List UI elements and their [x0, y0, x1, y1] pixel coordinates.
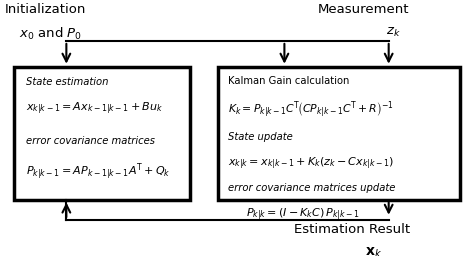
Text: Initialization: Initialization	[5, 3, 86, 16]
Text: Measurement: Measurement	[318, 3, 409, 16]
FancyBboxPatch shape	[218, 67, 460, 200]
Text: $P_{k|k-1} = AP_{k-1|k-1}A^{\mathrm{T}} + Q_k$: $P_{k|k-1} = AP_{k-1|k-1}A^{\mathrm{T}} …	[26, 161, 171, 182]
Text: $P_{k|k} = (I - K_kC)\,P_{k|k-1}$: $P_{k|k} = (I - K_kC)\,P_{k|k-1}$	[246, 206, 360, 222]
Text: error covariance matrices update: error covariance matrices update	[228, 183, 395, 193]
Text: $\mathbf{x}_k$: $\mathbf{x}_k$	[365, 246, 382, 256]
Text: Kalman Gain calculation: Kalman Gain calculation	[228, 76, 349, 86]
Text: $x_{k|k-1} = Ax_{k-1|k-1} + Bu_k$: $x_{k|k-1} = Ax_{k-1|k-1} + Bu_k$	[26, 100, 164, 115]
Text: error covariance matrices: error covariance matrices	[26, 136, 155, 146]
FancyBboxPatch shape	[14, 67, 190, 200]
Text: $z_k$: $z_k$	[386, 26, 401, 39]
Text: $K_k = P_{k|k-1}C^{\mathrm{T}}\!\left(C P_{k|k-1}C^{\mathrm{T}} + R\right)^{-1}$: $K_k = P_{k|k-1}C^{\mathrm{T}}\!\left(C …	[228, 99, 393, 119]
Text: $x_0$ and $P_0$: $x_0$ and $P_0$	[19, 26, 82, 42]
Text: Estimation Result: Estimation Result	[294, 223, 410, 236]
Text: State update: State update	[228, 132, 292, 142]
Text: State estimation: State estimation	[26, 77, 109, 87]
Text: $x_{k|k} = x_{k|k-1} + K_k(z_k - Cx_{k|k-1})$: $x_{k|k} = x_{k|k-1} + K_k(z_k - Cx_{k|k…	[228, 155, 394, 170]
